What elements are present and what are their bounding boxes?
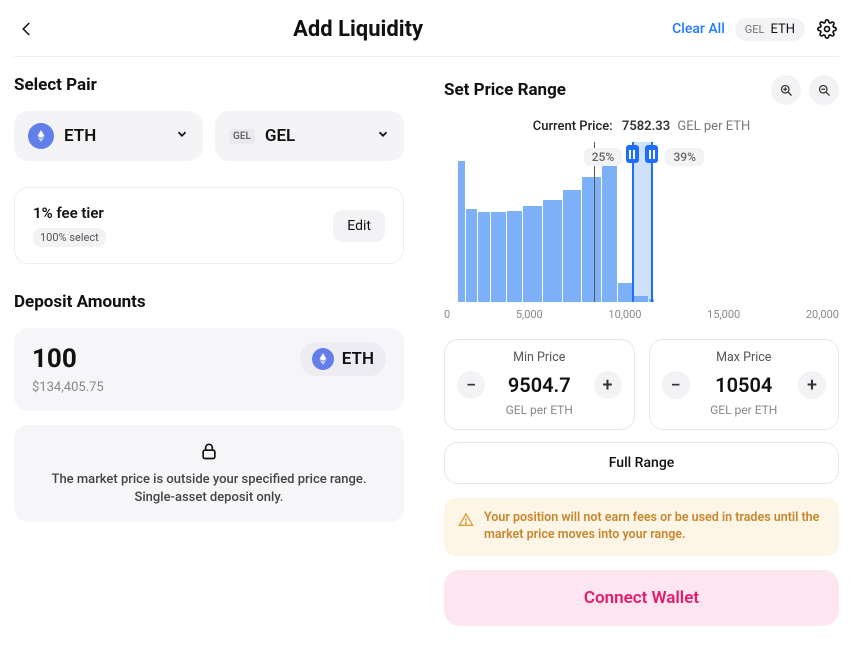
pct-label-right: 39% bbox=[665, 148, 703, 166]
current-price-label: Current Price: bbox=[533, 119, 613, 134]
token-a-label: ETH bbox=[64, 126, 96, 146]
pair-chip[interactable]: GEL ETH bbox=[735, 18, 805, 41]
liquidity-chart[interactable]: 25% 39% 0 5,000 10,000 15,000 20,000 bbox=[444, 142, 839, 327]
full-range-button[interactable]: Full Range bbox=[444, 442, 839, 484]
x-axis-label: 5,000 bbox=[516, 308, 543, 321]
max-price-unit: GEL per ETH bbox=[662, 403, 827, 417]
token-select-b[interactable]: GEL GEL bbox=[215, 111, 404, 161]
gel-chip-icon: GEL bbox=[229, 129, 255, 144]
divider bbox=[14, 56, 839, 57]
max-price-value[interactable]: 10504 bbox=[715, 373, 772, 397]
token-select-a[interactable]: ETH bbox=[14, 111, 203, 161]
min-price-title: Min Price bbox=[457, 350, 622, 365]
deposit-card: 100 ETH $134,405.75 bbox=[14, 328, 404, 411]
deposit-token-label: ETH bbox=[342, 349, 374, 369]
max-price-title: Max Price bbox=[662, 350, 827, 365]
x-axis-label: 0 bbox=[444, 308, 450, 321]
range-handle-max[interactable] bbox=[645, 145, 658, 163]
fee-select-badge: 100% select bbox=[33, 228, 106, 247]
current-price-unit: GEL per ETH bbox=[677, 119, 750, 134]
set-price-range-title: Set Price Range bbox=[444, 80, 566, 100]
select-pair-title: Select Pair bbox=[14, 75, 404, 95]
max-price-increment[interactable]: + bbox=[798, 371, 826, 399]
back-button[interactable] bbox=[14, 16, 40, 42]
chevron-down-icon bbox=[175, 126, 189, 146]
min-price-unit: GEL per ETH bbox=[457, 403, 622, 417]
min-price-box: Min Price − 9504.7 + GEL per ETH bbox=[444, 339, 635, 430]
deposit-amounts-title: Deposit Amounts bbox=[14, 292, 404, 312]
connect-wallet-button[interactable]: Connect Wallet bbox=[444, 570, 839, 626]
current-price-value: 7582.33 bbox=[622, 119, 670, 134]
min-price-increment[interactable]: + bbox=[594, 371, 622, 399]
fee-tier-box: 1% fee tier 100% select Edit bbox=[14, 187, 404, 264]
token-b-label: GEL bbox=[265, 126, 295, 146]
deposit-usd: $134,405.75 bbox=[32, 380, 386, 395]
fee-warning-text: Your position will not earn fees or be u… bbox=[484, 510, 825, 544]
x-axis-label: 15,000 bbox=[707, 308, 740, 321]
eth-icon bbox=[28, 123, 54, 149]
edit-button[interactable]: Edit bbox=[333, 210, 385, 242]
warning-icon bbox=[458, 512, 474, 544]
deposit-amount[interactable]: 100 bbox=[32, 344, 77, 374]
min-price-decrement[interactable]: − bbox=[457, 371, 485, 399]
gear-icon[interactable] bbox=[815, 17, 839, 41]
pair-chip-b: ETH bbox=[770, 22, 795, 37]
page-title: Add Liquidity bbox=[44, 17, 672, 42]
min-price-value[interactable]: 9504.7 bbox=[508, 373, 571, 397]
pair-chip-a: GEL bbox=[745, 23, 765, 36]
eth-icon bbox=[312, 348, 334, 370]
fee-warning-box: Your position will not earn fees or be u… bbox=[444, 498, 839, 556]
max-price-box: Max Price − 10504 + GEL per ETH bbox=[649, 339, 840, 430]
x-axis-label: 20,000 bbox=[806, 308, 839, 321]
max-price-decrement[interactable]: − bbox=[662, 371, 690, 399]
clear-all-button[interactable]: Clear All bbox=[672, 21, 725, 37]
pct-label-left: 25% bbox=[584, 148, 622, 166]
zoom-out-icon[interactable] bbox=[809, 75, 839, 105]
deposit-token-pill[interactable]: ETH bbox=[300, 342, 386, 376]
chevron-down-icon bbox=[376, 126, 390, 146]
fee-tier-label: 1% fee tier bbox=[33, 204, 106, 222]
lock-warning-card: The market price is outside your specifi… bbox=[14, 425, 404, 522]
x-axis-label: 10,000 bbox=[608, 308, 641, 321]
lock-icon bbox=[32, 441, 386, 465]
range-handle-min[interactable] bbox=[626, 145, 639, 163]
zoom-in-icon[interactable] bbox=[771, 75, 801, 105]
lock-warning-text: The market price is outside your specifi… bbox=[32, 471, 386, 506]
